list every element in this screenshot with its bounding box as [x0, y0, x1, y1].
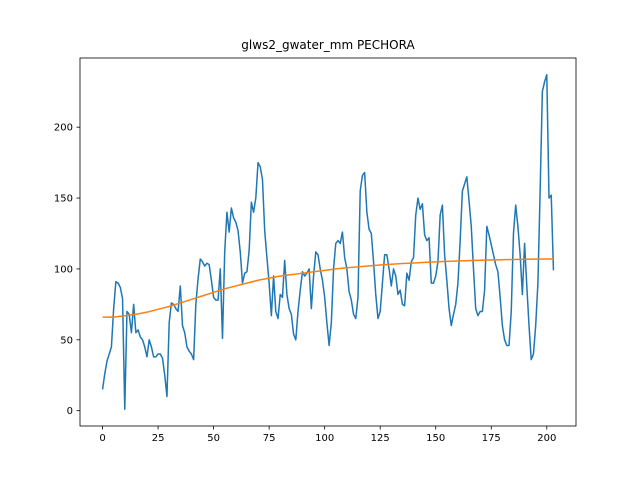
data-line	[102, 258, 554, 318]
x-tick-label: 25	[152, 433, 165, 444]
y-tick-label: 200	[54, 123, 73, 134]
x-tick-label: 0	[99, 433, 105, 444]
x-tick-label: 75	[263, 433, 276, 444]
y-tick-label: 150	[54, 194, 73, 205]
y-tick-label: 0	[67, 406, 73, 417]
x-tick-label: 50	[207, 433, 220, 444]
x-tick-label: 175	[482, 433, 501, 444]
axes-frame	[79, 57, 577, 427]
x-tick-label: 150	[426, 433, 445, 444]
x-tick-label: 125	[371, 433, 390, 444]
x-tick-label: 100	[315, 433, 334, 444]
y-tick-label: 100	[54, 264, 73, 275]
data-line	[101, 73, 555, 411]
x-tick-label: 200	[537, 433, 556, 444]
y-tick-label: 50	[60, 335, 73, 346]
chart-title: glws2_gwater_mm PECHORA	[241, 38, 415, 52]
